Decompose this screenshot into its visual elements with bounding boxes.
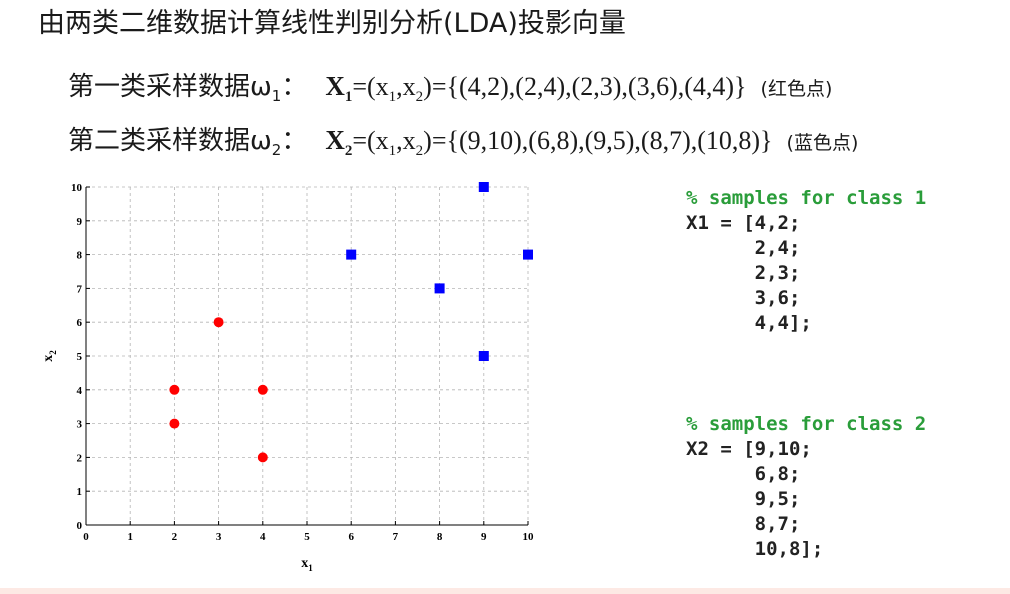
plot-axes [85,186,529,526]
y-tick-label: 8 [77,250,83,262]
class2-row: 第二类采样数据ω2： X2=(x1,x2)={(9,10),(6,8),(9,5… [68,120,858,160]
class2-point [434,283,445,294]
code-line: 6,8; [686,463,801,485]
x-tick-label: 10 [523,531,535,543]
code-line: 2,4; [686,237,801,259]
x-tick-label: 8 [437,531,443,543]
class2-point [478,351,489,361]
y-tick-label: 4 [77,385,83,397]
x-tick-label: 9 [481,531,487,543]
plot-points [169,182,533,463]
x-tick-label: 6 [348,531,354,543]
class1-label: 第一类采样数据ω1： [68,72,308,106]
code-line: 4,4]; [686,312,812,334]
x-tick-label: 1 [127,531,133,543]
x-tick-label: 5 [304,531,310,543]
y-tick-label: 2 [77,452,83,464]
code-line: X2 = [9,10; [686,438,812,460]
class1-point [169,384,180,395]
class2-point [523,249,533,260]
y-tick-label: 10 [71,182,83,194]
class1-row: 第一类采样数据ω1： X1=(x1,x2)={(4,2),(2,4),(2,3)… [68,66,832,106]
class2-label: 第二类采样数据ω2： [68,126,308,160]
class1-equation: X1=(x1,x2)={(4,2),(2,4),(2,3),(3,6),(4,4… [325,71,747,106]
plot-tick-labels: 0 1 2 3 4 5 6 7 8 9 10 0 1 2 3 4 5 6 7 8 9 10 [71,182,534,543]
plot-grid [86,186,529,525]
class1-point [257,384,268,395]
code-line: 3,6; [686,287,801,309]
code-line: X1 = [4,2; [686,212,801,234]
scatter-plot: 0 1 2 3 4 5 6 7 8 9 10 0 1 2 3 4 5 6 7 8 9 10 x1 x2 [41,182,534,573]
y-tick-label: 9 [77,216,83,228]
code-line: 10,8]; [686,538,824,560]
code-line: 2,3; [686,262,801,284]
class2-point [478,182,489,192]
x-tick-label: 4 [260,531,266,543]
code-block-class1: % samples for class 1 X1 = [4,2; 2,4; 2,… [686,186,926,336]
y-tick-label: 7 [77,283,83,295]
class2-note: (蓝色点) [786,132,859,154]
bottom-bar [0,588,1010,594]
x-tick-label: 7 [393,531,399,543]
class2-equation: X2=(x1,x2)={(9,10),(6,8),(9,5),(8,7),(10… [325,125,773,160]
code-comment-class2: % samples for class 2 [686,413,927,435]
class1-point [213,317,224,328]
y-tick-label: 5 [77,351,83,363]
y-axis-label: x2 [41,350,58,362]
code-line: 8,7; [686,513,801,535]
class1-point [257,452,268,463]
code-block-class2: % samples for class 2 X2 = [9,10; 6,8; 9… [686,412,926,562]
code-comment-class1: % samples for class 1 [686,187,927,209]
y-tick-label: 0 [77,520,83,532]
y-tick-label: 6 [77,317,83,329]
code-line: 9,5; [686,488,801,510]
x-tick-label: 3 [216,531,222,543]
class2-point [346,249,357,260]
class1-note: (红色点) [760,78,833,100]
class1-point [169,418,180,429]
x-tick-label: 0 [83,531,89,543]
x-axis-label: x1 [301,556,313,573]
y-tick-label: 1 [77,486,83,498]
slide-title: 由两类二维数据计算线性判别分析(LDA)投影向量 [38,8,626,39]
y-tick-label: 3 [77,419,83,431]
x-tick-label: 2 [172,531,178,543]
